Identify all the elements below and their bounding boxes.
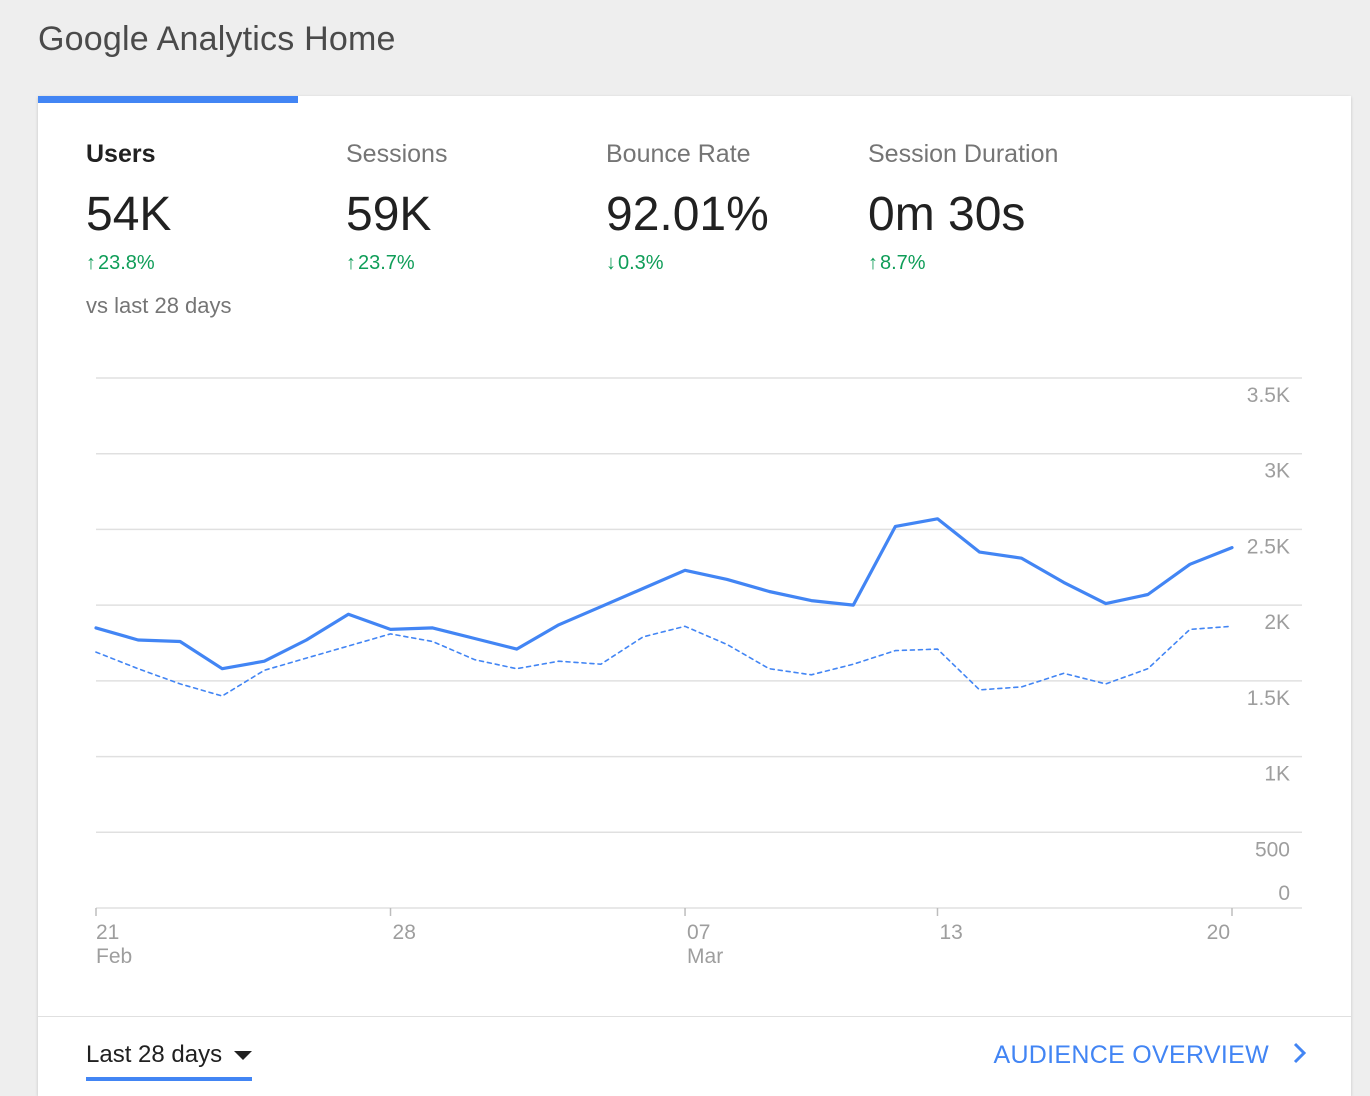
y-tick-label: 2.5K [1247,535,1290,558]
previous-period-series-line [95,625,1233,697]
metric-users[interactable]: Users 54K ↑ 23.8% [86,140,171,275]
chevron-right-icon [1293,1042,1307,1071]
current-period-series-line [94,517,1234,671]
metric-change: ↑ 23.8% [86,252,171,275]
audience-overview-link[interactable]: AUDIENCE OVERVIEW [993,1041,1307,1071]
y-tick-label: 1.5K [1247,687,1290,710]
x-tick-month-label: Feb [96,945,132,968]
metric-session-duration[interactable]: Session Duration 0m 30s ↑ 8.7% [868,140,1058,275]
y-tick-label: 0 [1278,882,1290,905]
arrow-up-icon: ↑ [346,252,356,274]
date-range-label: Last 28 days [86,1041,223,1068]
x-tick-label: 13 [939,921,962,944]
x-tick-label: 20 [1207,921,1230,944]
metric-label: Session Duration [868,140,1059,168]
metric-value: 92.01% [606,188,769,241]
y-tick-label: 2K [1264,611,1290,634]
metric-change-value: 0.3% [618,252,664,274]
analytics-card: Users 54K ↑ 23.8% Sessions 59K ↑ 23.7% Bou… [38,96,1351,1096]
metric-sessions[interactable]: Sessions 59K ↑ 23.7% [346,140,447,275]
metric-change: ↑ 23.7% [346,252,447,275]
metric-bounce-rate[interactable]: Bounce Rate 92.01% ↓ 0.3% [606,140,769,275]
audience-overview-label: AUDIENCE OVERVIEW [993,1041,1269,1069]
metric-value: 54K [86,188,172,241]
arrow-up-icon: ↑ [868,252,878,274]
card-footer: Last 28 days AUDIENCE OVERVIEW [38,1016,1351,1096]
metric-value: 0m 30s [868,188,1026,241]
x-tick-label: 21 [96,921,119,944]
metric-change: ↓ 0.3% [606,252,769,275]
y-tick-label: 500 [1255,838,1290,861]
metric-change-value: 8.7% [880,252,926,274]
y-tick-label: 3.5K [1247,384,1290,407]
metric-change-value: 23.7% [358,252,415,274]
date-range-selector[interactable]: Last 28 days [86,1041,253,1081]
comparison-label: vs last 28 days [86,293,232,318]
metric-label: Bounce Rate [606,140,751,168]
metric-value: 59K [346,188,432,241]
x-tick-label: 28 [393,921,416,944]
x-tick-label: 07 [687,921,710,944]
metric-label: Sessions [346,140,448,168]
y-tick-label: 1K [1264,763,1290,786]
page-title: Google Analytics Home [38,20,396,58]
metric-change: ↑ 8.7% [868,252,1058,275]
active-metric-indicator [38,96,298,103]
arrow-down-icon: ↓ [606,252,616,274]
arrow-up-icon: ↑ [86,252,96,274]
x-tick-month-label: Mar [687,945,723,968]
metric-change-value: 23.8% [98,252,155,274]
metric-label: Users [86,140,156,168]
y-tick-label: 3K [1264,460,1290,483]
caret-down-icon [234,1051,253,1061]
